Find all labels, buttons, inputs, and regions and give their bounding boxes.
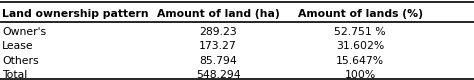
Text: 173.27: 173.27 xyxy=(199,41,237,51)
Text: Amount of lands (%): Amount of lands (%) xyxy=(298,9,423,19)
Text: Total: Total xyxy=(2,70,27,80)
Text: 289.23: 289.23 xyxy=(199,27,237,37)
Text: Amount of land (ha): Amount of land (ha) xyxy=(157,9,279,19)
Text: 31.602%: 31.602% xyxy=(336,41,384,51)
Text: 85.794: 85.794 xyxy=(199,56,237,66)
Text: 52.751 %: 52.751 % xyxy=(335,27,386,37)
Text: 15.647%: 15.647% xyxy=(336,56,384,66)
Text: Land ownership pattern: Land ownership pattern xyxy=(2,9,149,19)
Text: 100%: 100% xyxy=(345,70,376,80)
Text: 548.294: 548.294 xyxy=(196,70,240,80)
Text: Owner's: Owner's xyxy=(2,27,46,37)
Text: Others: Others xyxy=(2,56,39,66)
Text: Lease: Lease xyxy=(2,41,34,51)
